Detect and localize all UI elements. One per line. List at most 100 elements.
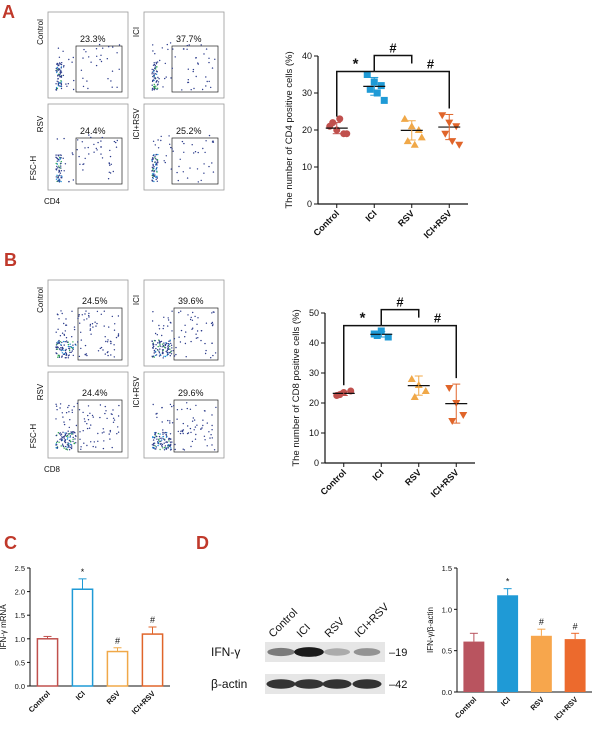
data-point [380, 96, 388, 104]
significance-bracket [373, 54, 413, 72]
y-tick-label: 0.0 [15, 682, 25, 691]
flow-group-label: ICI [132, 295, 141, 305]
flow-percent: 24.4% [80, 126, 106, 136]
significance-symbol: # [434, 311, 442, 326]
y-tick-label: 2.5 [15, 564, 25, 573]
ifng-actin-bar-chart: 0.0 0.5 1.0 1.5 IFN-γ/β-actin Control * ICI # RSV… [426, 564, 592, 722]
data-point [343, 130, 351, 138]
flow-gate [171, 45, 219, 93]
x-tick-label: ICI [74, 689, 87, 702]
data-point [336, 115, 344, 123]
flow-group-label: ICI+RSV [132, 376, 141, 408]
x-tick-label: ICI+RSV [130, 689, 157, 716]
flow-events [151, 402, 217, 451]
y-tick-label: 2.0 [15, 588, 25, 597]
flow-events [151, 134, 215, 183]
flow-group-label: ICI [132, 27, 141, 37]
bar [36, 638, 59, 687]
y-tick-label: 1.5 [15, 611, 25, 620]
blot-band [353, 648, 381, 656]
ifng-mrna-bar-chart: 0.0 0.5 1.0 1.5 2.0 2.5 IFN-γ mRNA Control * ICI #… [0, 564, 170, 716]
x-tick-label: ICI+RSV [422, 208, 454, 240]
significance-bracket [343, 324, 382, 386]
data-point [438, 112, 447, 120]
flow-cytometry-b: 24.5% Control 39.6% ICI 24.4% RSV 29.6% ICI+RSV… [29, 279, 225, 474]
bar [71, 588, 94, 687]
y-tick-label: 30 [302, 88, 312, 98]
y-tick-label: 30 [309, 368, 319, 378]
y-tick-label: 10 [302, 162, 312, 172]
significance-symbol: * [360, 310, 366, 327]
panel-b-letter: B [4, 250, 17, 270]
flow-percent: 39.6% [178, 296, 204, 306]
significance-bracket [381, 324, 457, 379]
data-point [373, 332, 381, 339]
bar [141, 633, 164, 687]
blot-band [322, 679, 352, 689]
blot-band [294, 647, 324, 657]
bar [463, 641, 485, 692]
significance-symbol: * [353, 55, 359, 72]
y-axis-title: IFN-γ/β-actin [426, 607, 435, 653]
y-axis-title: The number of CD4 positive cells (%) [284, 51, 295, 208]
flow-x-axis-label: CD8 [44, 465, 61, 474]
data-point [377, 327, 385, 335]
y-tick-label: 40 [302, 51, 312, 61]
data-point [441, 130, 450, 138]
flow-x-axis-label: CD4 [44, 197, 61, 206]
x-tick-label: Control [453, 695, 478, 720]
flow-group-label: Control [36, 287, 45, 313]
flow-gate [77, 399, 123, 453]
significance-symbol: # [427, 56, 435, 71]
data-point [410, 393, 419, 400]
panel-a-letter: A [2, 2, 15, 22]
x-tick-label: ICI+RSV [552, 695, 579, 722]
bar-significance-label: # [150, 615, 155, 625]
significance-symbol: # [389, 40, 397, 55]
flow-events [55, 134, 119, 183]
flow-plot-frame [47, 11, 129, 99]
y-tick-label: 20 [309, 398, 319, 408]
bar-significance-label: # [115, 636, 120, 646]
panel-d-letter: D [196, 533, 209, 553]
y-tick-label: 40 [309, 338, 319, 348]
blot-size-marker: –19 [389, 647, 407, 659]
significance-bracket [380, 308, 420, 326]
flow-percent: 29.6% [178, 388, 204, 398]
bar-significance-label: * [506, 577, 510, 587]
significance-bracket [374, 70, 450, 109]
y-axis-title: The number of CD8 positive cells (%) [291, 309, 302, 466]
cd4-scatter-chart: 0 10 20 30 40 Control ICI RSV ICI+RSV The number … [284, 40, 468, 240]
data-point [373, 89, 381, 97]
flow-events [55, 43, 121, 91]
data-point [363, 71, 371, 78]
data-point [421, 387, 430, 394]
x-tick-label: Control [27, 689, 52, 714]
y-tick-label: 0 [307, 199, 312, 209]
y-tick-label: 0.5 [442, 647, 452, 656]
y-axis-title: IFN-γ mRNA [0, 604, 8, 650]
blot-row-label: IFN-γ [211, 645, 240, 659]
flow-gate [171, 137, 219, 185]
blot-lane-label: ICI+RSV [353, 601, 392, 640]
data-point [448, 418, 457, 425]
data-point [414, 126, 423, 133]
data-point [459, 412, 468, 419]
x-tick-label: RSV [105, 689, 122, 706]
x-tick-label: RSV [529, 695, 546, 712]
panel-c-letter: C [4, 533, 17, 553]
flow-percent: 24.5% [82, 296, 108, 306]
blot-size-marker: –42 [389, 679, 407, 691]
flow-group-label: RSV [36, 383, 45, 400]
flow-y-axis-label: FSC-H [29, 156, 38, 181]
x-tick-label: ICI+RSV [429, 467, 461, 499]
flow-plot-frame [47, 279, 129, 367]
blot-row-label: β-actin [211, 677, 247, 691]
data-point [455, 141, 464, 149]
flow-group-label: Control [36, 19, 45, 45]
blot-band [266, 679, 296, 689]
flow-events [55, 310, 120, 359]
y-tick-label: 50 [309, 308, 319, 318]
flow-cytometry-a: 23.3% Control 37.7% ICI 24.4% RSV 25.2% ICI+RSV… [29, 11, 225, 206]
flow-gate [173, 399, 219, 453]
